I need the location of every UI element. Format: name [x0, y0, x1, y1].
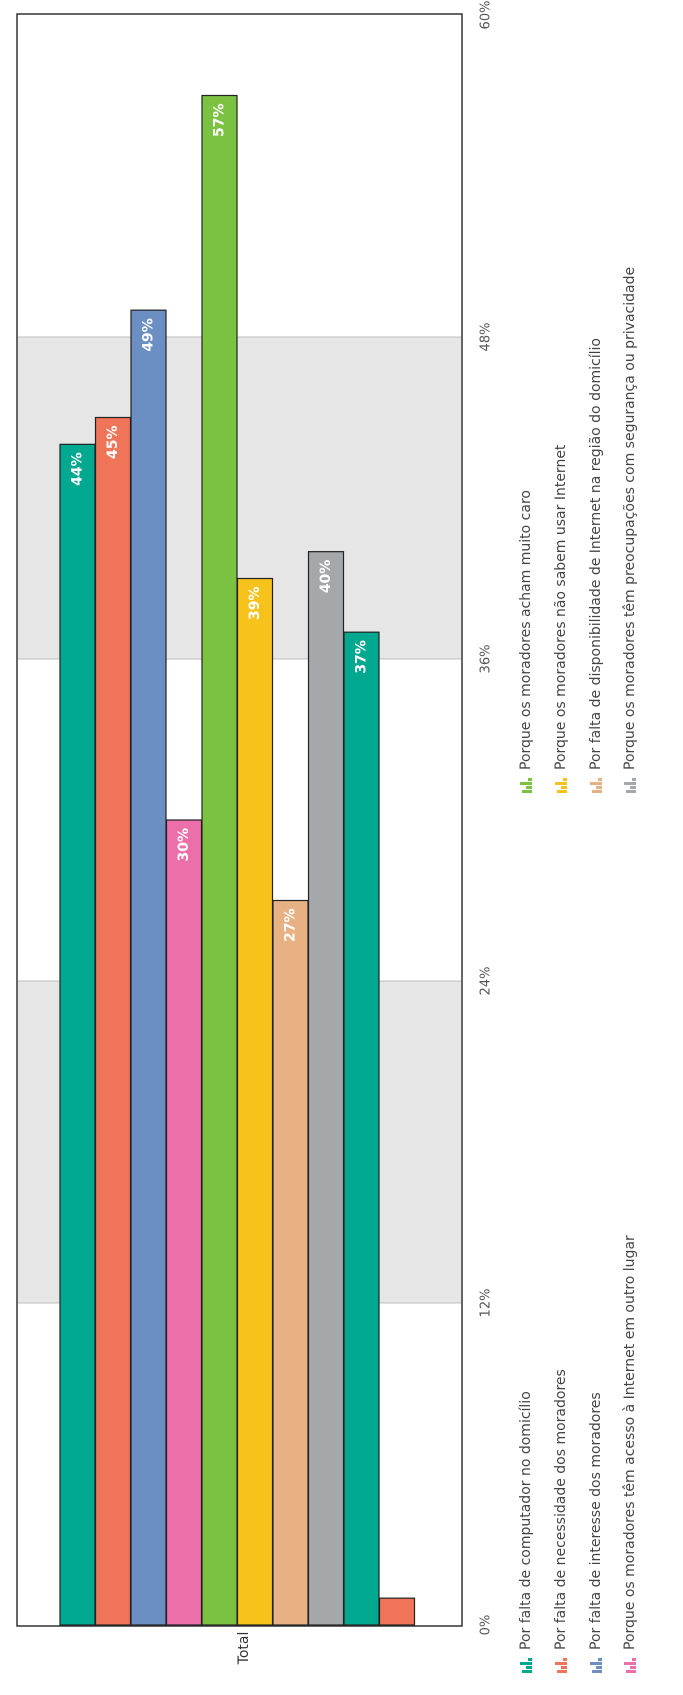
- legend-item-8: Porque os moradores têm preocupações com…: [622, 267, 638, 793]
- legend-swatch-bar-3: [590, 782, 602, 785]
- bar-1: [59, 443, 96, 1626]
- legend-item-7: Por falta de disponibilidade de Internet…: [588, 338, 604, 793]
- bars-group: [59, 94, 416, 1626]
- legend-swatch-bar-2: [561, 786, 567, 789]
- legend-swatch-bar-3: [520, 782, 532, 785]
- legend-swatch-bar-1: [557, 790, 567, 793]
- legend-swatch: [590, 778, 602, 793]
- legend-swatch-bar-2: [526, 786, 532, 789]
- value-label-2: 45%: [105, 426, 121, 460]
- bar-8: [307, 551, 345, 1626]
- legend-label-3: Por falta de interesse dos moradores: [588, 1392, 604, 1650]
- legend-swatch-bar-2: [526, 1666, 532, 1669]
- tick-label-60: 60%: [479, 1, 494, 30]
- value-label-3: 49%: [141, 318, 157, 352]
- legend-swatch-bar-1: [626, 1670, 636, 1673]
- value-label-5: 57%: [212, 104, 228, 138]
- legend-item-2: Por falta de necessidade dos moradores: [553, 1369, 569, 1673]
- legend-item-5: Porque os moradores acham muito caro: [518, 490, 534, 793]
- legend-swatch-bar-3: [624, 1662, 636, 1665]
- axis-ticks: 0% 12% 24% 36% 48% 60%: [479, 1, 494, 1636]
- value-label-9: 37%: [354, 640, 370, 674]
- legend-label-1: Por falta de computador no domicílio: [518, 1391, 534, 1650]
- legend-swatch-bar-3: [624, 782, 636, 785]
- legend-swatch-bar-2: [561, 1666, 567, 1669]
- legend-swatch-bar-3: [520, 1662, 532, 1665]
- tick-label-24: 24%: [479, 967, 494, 996]
- value-label-4: 30%: [176, 828, 192, 862]
- legend-swatch-bar-1: [557, 1670, 567, 1673]
- bar-6: [236, 577, 274, 1626]
- bar-7: [272, 899, 309, 1626]
- legend-swatch-bar-3: [590, 1662, 602, 1665]
- bar-2: [94, 416, 132, 1626]
- legend-label-2: Por falta de necessidade dos moradores: [553, 1369, 569, 1650]
- legend-swatch-bar-4: [598, 1658, 602, 1661]
- tick-label-36: 36%: [479, 645, 494, 674]
- plot-frame: [16, 13, 463, 1627]
- legend-swatch-bar-1: [522, 1670, 532, 1673]
- legend-swatch-bar-2: [630, 1666, 636, 1669]
- legend-swatch-bar-1: [592, 790, 602, 793]
- legend: Por falta de computador no domicílio Por …: [518, 267, 638, 1673]
- legend-label-4: Porque os moradores têm acesso à Interne…: [622, 1235, 638, 1650]
- legend-label-5: Porque os moradores acham muito caro: [518, 490, 534, 770]
- tick-label-0: 0%: [479, 1615, 494, 1636]
- bar-5: [201, 94, 238, 1626]
- legend-swatch-bar-4: [528, 778, 532, 781]
- legend-swatch-bar-3: [555, 1662, 567, 1665]
- legend-swatch-bar-2: [596, 1666, 602, 1669]
- bar-9: [343, 631, 380, 1626]
- value-label-6: 39%: [247, 587, 263, 621]
- legend-label-8: Porque os moradores têm preocupações com…: [622, 267, 638, 770]
- legend-swatch: [624, 778, 636, 793]
- tick-label-12: 12%: [479, 1289, 494, 1318]
- legend-swatch-bar-4: [632, 1658, 636, 1661]
- legend-swatch: [555, 778, 567, 793]
- legend-swatch-bar-4: [598, 778, 602, 781]
- legend-swatch-bar-1: [592, 1670, 602, 1673]
- value-label-8: 40%: [318, 560, 334, 594]
- legend-swatch-bar-3: [555, 782, 567, 785]
- legend-swatch: [624, 1658, 636, 1673]
- legend-swatch: [520, 778, 532, 793]
- value-label-7: 27%: [283, 909, 299, 943]
- value-label-1: 44%: [70, 452, 86, 486]
- legend-label-6: Porque os moradores não sabem usar Inter…: [553, 444, 569, 770]
- legend-item-4: Porque os moradores têm acesso à Interne…: [622, 1235, 638, 1673]
- category-label-total: Total: [236, 1632, 252, 1666]
- legend-swatch-bar-4: [563, 1658, 567, 1661]
- bar-3: [130, 309, 167, 1626]
- legend-item-1: Por falta de computador no domicílio: [518, 1391, 534, 1673]
- legend-swatch-bar-2: [596, 786, 602, 789]
- legend-swatch: [555, 1658, 567, 1673]
- legend-swatch: [590, 1658, 602, 1673]
- bar-4: [165, 819, 203, 1626]
- bar-10: [378, 1597, 416, 1626]
- legend-swatch-bar-2: [630, 786, 636, 789]
- legend-swatch-bar-1: [626, 790, 636, 793]
- legend-item-6: Porque os moradores não sabem usar Inter…: [553, 444, 569, 793]
- legend-swatch: [520, 1658, 532, 1673]
- legend-item-3: Por falta de interesse dos moradores: [588, 1392, 604, 1673]
- legend-swatch-bar-4: [632, 778, 636, 781]
- legend-swatch-bar-4: [528, 1658, 532, 1661]
- legend-swatch-bar-4: [563, 778, 567, 781]
- tick-label-48: 48%: [479, 323, 494, 352]
- legend-label-7: Por falta de disponibilidade de Internet…: [588, 338, 604, 770]
- legend-swatch-bar-1: [522, 790, 532, 793]
- value-labels: 44% 45% 49% 30% 57% 39% 27% 40% 37%: [70, 104, 370, 943]
